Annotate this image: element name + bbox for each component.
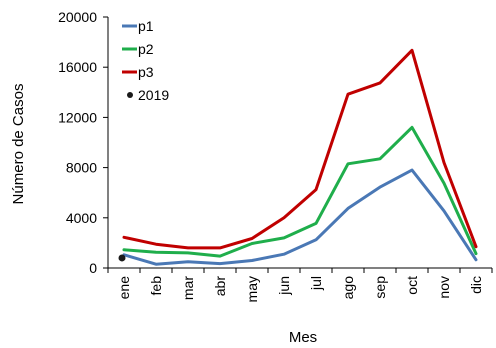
x-tick-label-mar: mar (180, 276, 196, 300)
y-tick-label: 16000 (58, 59, 97, 75)
x-tick-label-jul: jul (308, 276, 324, 291)
point-2019 (118, 254, 126, 262)
series-line-p2 (122, 125, 478, 258)
x-tick-label-abr: abr (212, 276, 228, 297)
x-tick-label-may: may (244, 276, 260, 302)
x-tick-label-ene: ene (116, 276, 132, 300)
legend-marker-2019 (127, 92, 133, 98)
points (118, 254, 126, 262)
legend: p1 p2 p3 2019 (122, 18, 169, 103)
y-tick-label: 20000 (58, 9, 97, 25)
x-tick-label-dic: dic (468, 276, 484, 294)
series-line-p1 (122, 168, 478, 266)
legend-label-p2: p2 (138, 41, 154, 57)
series-line-p3 (122, 48, 478, 250)
y-tick-label: 12000 (58, 109, 97, 125)
x-tick-label-ago: ago (340, 276, 356, 300)
legend-label-p1: p1 (138, 18, 154, 34)
tick-marks (103, 16, 493, 273)
y-tick-label: 0 (89, 260, 97, 276)
y-axis-title: Número de Casos (10, 84, 27, 205)
x-axis-title: Mes (289, 329, 317, 343)
y-tick-label: 8000 (66, 160, 97, 176)
x-tick-label-jun: jun (276, 276, 292, 296)
legend-label-p3: p3 (138, 64, 154, 80)
x-tick-labels: ene feb mar abr may jun jul ago sep oct nov dic (116, 276, 484, 303)
x-tick-label-nov: nov (436, 276, 452, 299)
series-lines (122, 48, 478, 266)
y-tick-labels: 0 4000 8000 12000 16000 20000 (58, 9, 97, 276)
x-tick-label-oct: oct (404, 276, 420, 295)
x-tick-label-sep: sep (372, 276, 388, 299)
x-tick-label-feb: feb (148, 276, 164, 296)
y-tick-label: 4000 (66, 210, 97, 226)
legend-label-2019: 2019 (138, 87, 169, 103)
